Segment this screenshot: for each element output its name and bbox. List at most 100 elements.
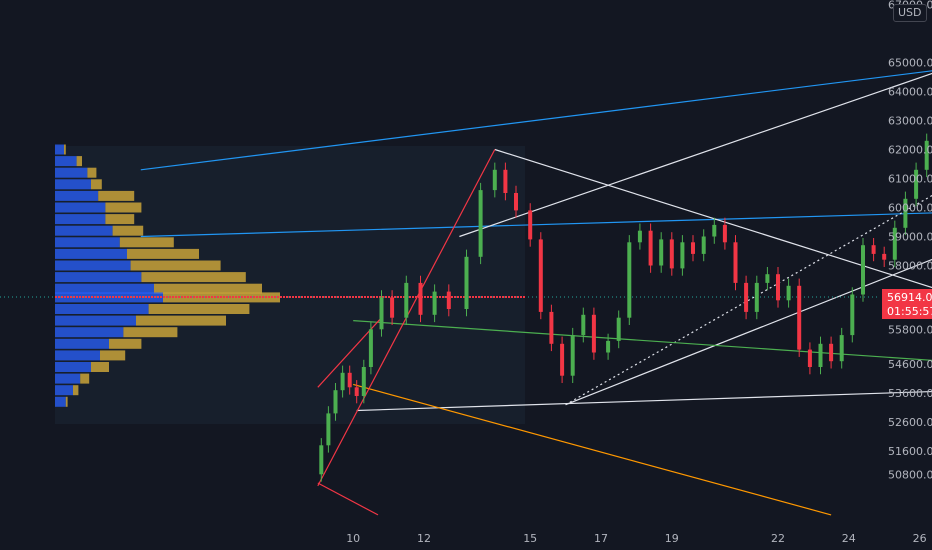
trendline[interactable] xyxy=(494,148,932,301)
profile-bar-down xyxy=(98,190,135,201)
candle-down xyxy=(871,245,876,254)
price-tick-label: 55800.0 xyxy=(888,323,932,336)
profile-bar-up xyxy=(55,156,77,167)
trendline[interactable] xyxy=(565,187,932,406)
candle-up xyxy=(340,372,345,391)
candle-down xyxy=(347,372,352,388)
time-tick-label: 26 xyxy=(913,532,927,545)
trendline[interactable] xyxy=(565,92,932,406)
profile-bar-down xyxy=(154,283,262,294)
last-price-tag-bg xyxy=(882,289,932,319)
candle-up xyxy=(492,169,497,191)
candle-up xyxy=(914,169,919,199)
candle-up xyxy=(712,224,717,237)
trendline[interactable] xyxy=(140,48,932,171)
trendline[interactable] xyxy=(140,208,932,238)
candle-down xyxy=(669,239,674,269)
price-tick-label: 63000.0 xyxy=(888,115,932,128)
profile-bar-down xyxy=(141,272,246,283)
candle-down xyxy=(538,239,543,312)
trendline[interactable] xyxy=(317,482,379,516)
candle-up xyxy=(333,390,338,414)
candle-down xyxy=(503,169,508,193)
candle-up xyxy=(903,198,908,228)
price-tick-label: 50800.0 xyxy=(888,468,932,481)
trendline[interactable] xyxy=(459,5,932,238)
profile-bar-up xyxy=(55,179,91,190)
profile-bar-up xyxy=(55,396,66,407)
candle-down xyxy=(390,297,395,318)
candle-up xyxy=(680,242,685,269)
profile-bar-up xyxy=(55,237,120,248)
profile-bar-down xyxy=(130,260,221,271)
candle-down xyxy=(418,282,423,315)
profile-bar-up xyxy=(55,283,154,294)
profile-bar-up xyxy=(55,338,109,349)
profile-bar-down xyxy=(123,327,178,338)
candle-up xyxy=(924,140,929,170)
profile-bar-down xyxy=(76,156,82,167)
price-tick-label: 51600.0 xyxy=(888,445,932,458)
candle-down xyxy=(829,343,834,362)
candle-up xyxy=(361,367,366,396)
currency-badge[interactable]: USD xyxy=(893,4,927,22)
candle-down xyxy=(797,285,802,350)
candle-up xyxy=(765,274,770,283)
price-tick-label: 60000.0 xyxy=(888,202,932,215)
candle-down xyxy=(528,210,533,240)
price-tick-label: 53600.0 xyxy=(888,387,932,400)
candle-up xyxy=(606,340,611,353)
candle-up xyxy=(326,413,331,446)
profile-bar-down xyxy=(73,385,79,396)
trendline[interactable] xyxy=(353,320,932,373)
trendline[interactable] xyxy=(356,390,932,412)
price-tick-label: 59000.0 xyxy=(888,231,932,244)
time-tick-label: 22 xyxy=(771,532,785,545)
candle-up xyxy=(861,245,865,295)
profile-bar-up xyxy=(55,225,113,236)
profile-bar-up xyxy=(55,272,142,283)
candle-down xyxy=(446,291,451,309)
profile-bar-down xyxy=(100,350,126,361)
time-tick-label: 12 xyxy=(417,532,431,545)
price-tick-label: 58000.0 xyxy=(888,260,932,273)
bar-countdown: 01:55:57 xyxy=(887,305,932,318)
profile-bar-up xyxy=(55,373,81,384)
profile-bar-up xyxy=(55,214,106,225)
profile-bar-up xyxy=(55,350,100,361)
candle-down xyxy=(722,224,727,243)
time-tick-label: 19 xyxy=(665,532,679,545)
candle-up xyxy=(570,335,575,376)
profile-bar-down xyxy=(87,167,97,178)
candle-down xyxy=(560,343,565,376)
candle-down xyxy=(882,253,887,260)
profile-bar-up xyxy=(55,385,73,396)
profile-bar-up xyxy=(55,144,64,155)
profile-bar-up xyxy=(55,167,88,178)
candle-up xyxy=(464,256,469,309)
profile-bar-down xyxy=(65,396,68,407)
candle-down xyxy=(691,242,695,254)
profile-bar-down xyxy=(119,237,174,248)
profile-bar-down xyxy=(136,315,226,326)
candle-down xyxy=(591,314,596,353)
candle-up xyxy=(839,335,844,362)
trendline[interactable] xyxy=(353,383,832,516)
candle-down xyxy=(744,282,749,312)
time-axis[interactable]: 101215171922242629Apr xyxy=(346,532,932,545)
candle-down xyxy=(807,349,812,367)
profile-bar-up xyxy=(55,327,124,338)
candle-up xyxy=(319,445,324,475)
candle-up xyxy=(404,282,409,318)
profile-bar-down xyxy=(91,362,109,372)
candle-up xyxy=(616,317,621,341)
candle-up xyxy=(892,227,897,260)
profile-bar-down xyxy=(148,304,250,314)
price-tick-label: 52600.0 xyxy=(888,416,932,429)
profile-bar-down xyxy=(64,144,66,155)
candle-up xyxy=(581,314,586,336)
candle-up xyxy=(701,236,706,254)
candle-up xyxy=(754,282,759,312)
candle-up xyxy=(432,291,437,315)
